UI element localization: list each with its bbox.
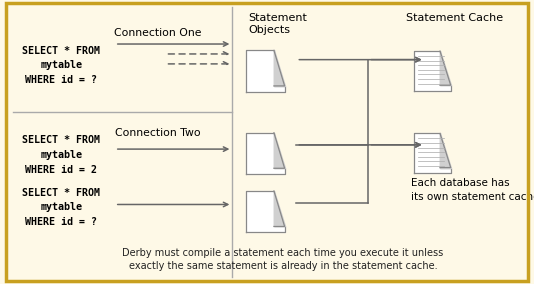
Text: Connection Two: Connection Two — [115, 128, 200, 138]
Text: SELECT * FROM
mytable
WHERE id = ?: SELECT * FROM mytable WHERE id = ? — [22, 187, 100, 227]
Polygon shape — [440, 51, 451, 85]
Text: SELECT * FROM
mytable
WHERE id = ?: SELECT * FROM mytable WHERE id = ? — [22, 45, 100, 85]
Polygon shape — [440, 133, 451, 168]
Text: SELECT * FROM
mytable
WHERE id = 2: SELECT * FROM mytable WHERE id = 2 — [22, 135, 100, 175]
Polygon shape — [414, 51, 451, 91]
Text: Statement
Objects: Statement Objects — [248, 13, 307, 35]
Text: Statement Cache: Statement Cache — [406, 13, 503, 23]
Polygon shape — [246, 133, 285, 174]
Text: Derby must compile a statement each time you execute it unless
exactly the same : Derby must compile a statement each time… — [122, 248, 444, 271]
Polygon shape — [414, 133, 451, 173]
Text: Connection One: Connection One — [114, 28, 201, 38]
Polygon shape — [274, 191, 285, 227]
Polygon shape — [274, 133, 285, 168]
Polygon shape — [246, 51, 285, 91]
Text: Each database has
its own statement cache: Each database has its own statement cach… — [411, 178, 534, 202]
Polygon shape — [246, 191, 285, 232]
Polygon shape — [274, 51, 285, 86]
